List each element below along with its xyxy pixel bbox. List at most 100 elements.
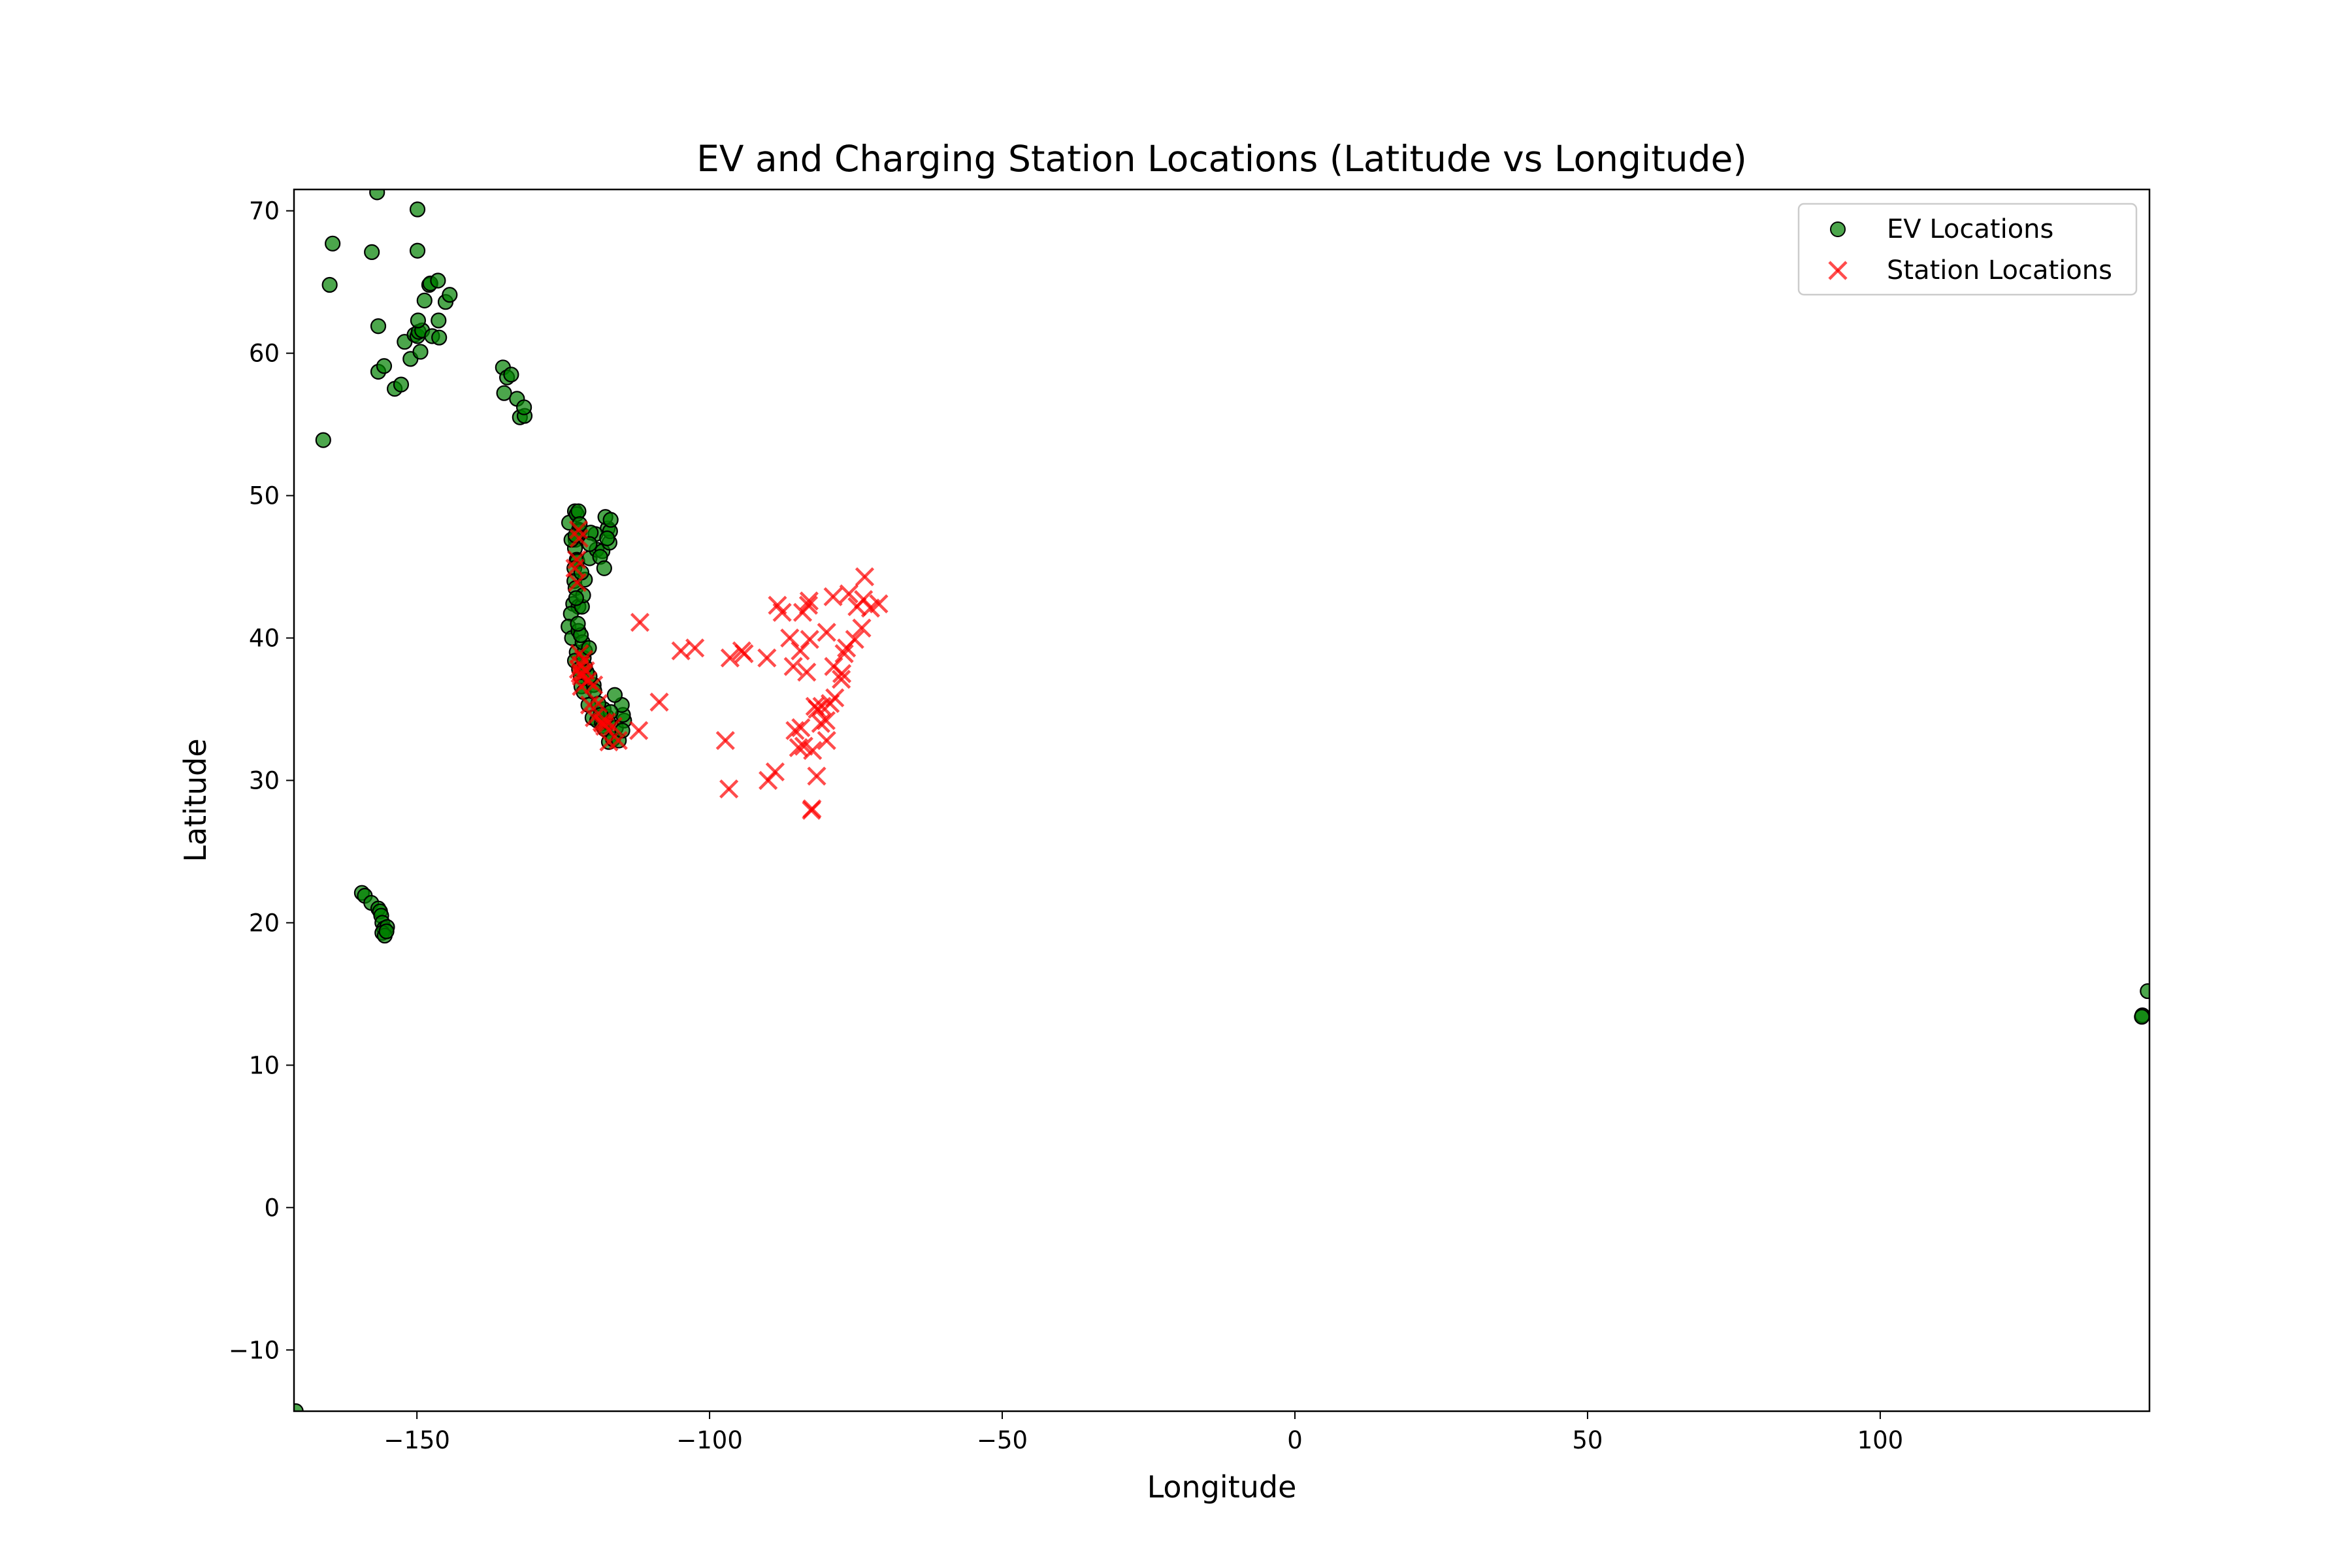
- ev-location-point: [599, 530, 615, 547]
- ev-location-point: [2134, 1009, 2149, 1025]
- ev-location-point: [409, 201, 426, 218]
- station-location-point: [802, 799, 822, 819]
- station-location-point: [791, 641, 810, 661]
- station-location-point: [780, 628, 800, 648]
- ev-location-point: [431, 329, 448, 346]
- station-location-point: [734, 644, 754, 664]
- station-location-point: [585, 708, 604, 728]
- x-axis-ticks: −150 −100 −50 0 50 100: [384, 1411, 1903, 1454]
- x-tick-label: 0: [1287, 1426, 1303, 1454]
- ev-location-point: [370, 318, 387, 335]
- ev-location-point: [430, 272, 446, 289]
- ev-location-point: [503, 367, 519, 383]
- ev-location-point: [294, 1403, 304, 1411]
- ev-location-point: [570, 615, 586, 632]
- station-location-point: [719, 779, 739, 799]
- ev-location-point: [606, 687, 623, 703]
- station-location-point: [811, 713, 830, 733]
- legend-ev-marker: [1830, 221, 1846, 237]
- ev-location-point: [416, 292, 433, 309]
- y-tick-label: 20: [249, 909, 280, 937]
- ev-location-point: [496, 385, 512, 401]
- station-location-point: [794, 736, 813, 756]
- station-location-point: [568, 520, 588, 540]
- plot-frame: [293, 188, 2151, 1413]
- y-tick-label: 50: [249, 482, 280, 510]
- x-axis-label: Longitude: [1147, 1469, 1297, 1505]
- y-axis-label: Latitude: [178, 738, 213, 862]
- ev-location-point: [315, 432, 331, 448]
- y-tick-label: 40: [249, 625, 280, 653]
- station-location-point: [629, 721, 649, 740]
- y-tick-label: 30: [249, 766, 280, 794]
- station-location-point: [816, 711, 836, 730]
- station-location-point: [715, 730, 735, 751]
- station-location-point: [839, 584, 858, 604]
- station-location-point: [603, 717, 623, 736]
- x-tick-label: −100: [676, 1426, 743, 1454]
- station-location-point: [832, 664, 852, 683]
- station-location-point: [845, 630, 864, 649]
- ev-location-point: [2140, 983, 2149, 1000]
- x-tick-label: −50: [977, 1426, 1028, 1454]
- ev-location-point: [410, 312, 427, 329]
- ev-location-point: [602, 512, 619, 528]
- x-tick-label: 50: [1572, 1426, 1603, 1454]
- y-tick-label: 70: [249, 197, 280, 225]
- station-location-point: [608, 730, 628, 751]
- ev-location-point: [364, 244, 380, 260]
- station-location-point: [855, 567, 875, 587]
- legend-station-marker: [1828, 261, 1848, 280]
- ev-location-point: [378, 923, 395, 939]
- ev-location-point: [596, 560, 612, 576]
- ev-location-point: [442, 287, 458, 303]
- station-points: [565, 520, 889, 820]
- station-location-point: [649, 693, 669, 712]
- legend-ev-label: EV Locations: [1887, 214, 2053, 244]
- ev-location-point: [581, 536, 598, 552]
- ev-location-point: [568, 590, 584, 606]
- station-location-point: [817, 623, 836, 642]
- ev-location-point: [325, 235, 341, 252]
- station-location-point: [772, 602, 792, 622]
- chart-title: EV and Charging Station Locations (Latit…: [696, 138, 1747, 180]
- station-location-point: [757, 648, 777, 668]
- station-location-point: [799, 591, 819, 611]
- legend-box: [1797, 203, 2138, 296]
- ev-location-point: [321, 276, 338, 293]
- station-location-point: [797, 662, 817, 682]
- y-tick-label: 10: [249, 1051, 280, 1079]
- y-tick-label: −10: [229, 1336, 280, 1364]
- y-axis-ticks: −10 0 10 20 30 40 50 60 70: [229, 197, 294, 1364]
- ev-location-point: [412, 344, 429, 360]
- station-location-point: [630, 612, 650, 632]
- station-location-point: [720, 648, 740, 668]
- station-location-point: [568, 572, 587, 593]
- station-location-point: [791, 718, 811, 738]
- ev-location-point: [376, 358, 393, 374]
- x-tick-label: −150: [384, 1426, 450, 1454]
- legend-station-label: Station Locations: [1887, 255, 2112, 286]
- station-location-point: [847, 596, 867, 617]
- station-location-point: [832, 670, 851, 689]
- x-tick-label: 100: [1857, 1426, 1904, 1454]
- ev-location-point: [515, 399, 532, 416]
- legend: EV Locations Station Locations: [1797, 203, 2138, 296]
- station-location-point: [798, 595, 819, 615]
- station-location-point: [785, 721, 805, 740]
- station-location-point: [852, 618, 872, 638]
- station-location-point: [765, 762, 785, 782]
- station-location-point: [783, 657, 803, 676]
- station-location-point: [580, 695, 600, 715]
- y-tick-label: 0: [264, 1194, 280, 1222]
- station-location-point: [834, 644, 854, 664]
- station-location-point: [825, 688, 845, 708]
- station-location-point: [823, 587, 843, 606]
- ev-location-point: [409, 242, 426, 259]
- ev-location-point: [369, 189, 385, 201]
- ev-location-point: [431, 312, 447, 329]
- station-location-point: [569, 529, 589, 548]
- ev-location-point: [393, 376, 410, 393]
- y-tick-label: 60: [249, 340, 280, 368]
